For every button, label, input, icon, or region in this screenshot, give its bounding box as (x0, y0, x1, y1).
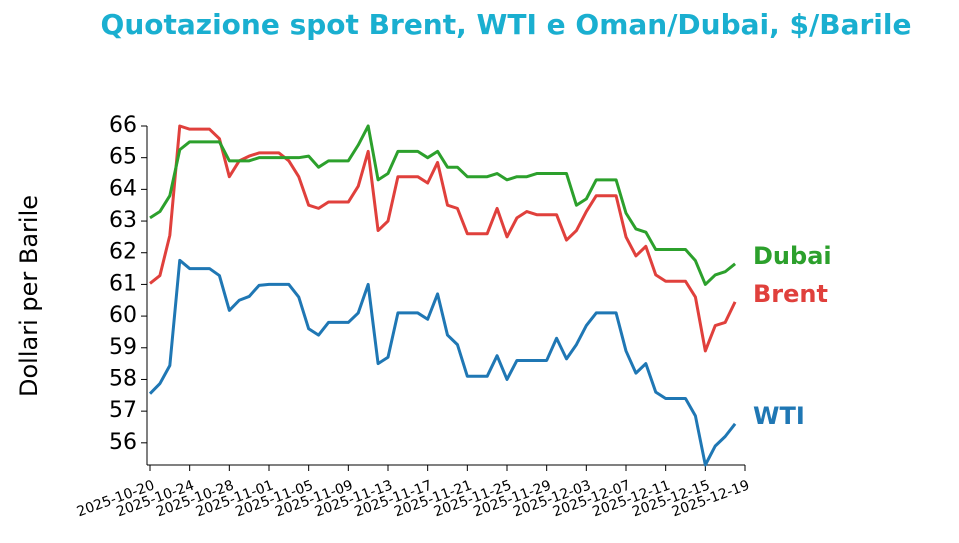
y-tick-label: 66 (109, 113, 137, 138)
y-tick-label: 56 (109, 430, 137, 455)
y-tick-label: 61 (109, 271, 137, 296)
y-tick-label: 58 (109, 366, 137, 391)
y-tick-label: 62 (109, 240, 137, 265)
y-tick-label: 59 (109, 335, 137, 360)
y-tick-label: 57 (109, 398, 137, 423)
series-line (149, 124, 737, 286)
y-tick-label: 65 (109, 145, 137, 170)
chart-title: Quotazione spot Brent, WTI e Oman/Dubai,… (101, 8, 912, 41)
y-axis-label: Dollari per Barile (15, 195, 43, 397)
y-tick-label: 63 (109, 208, 137, 233)
series-label: Brent (753, 280, 828, 308)
series-label: Dubai (753, 242, 832, 270)
y-tick-label: 64 (109, 176, 137, 201)
series-line (148, 258, 737, 467)
series-line (149, 124, 737, 353)
series-label: WTI (753, 402, 805, 430)
y-tick-label: 60 (109, 303, 137, 328)
